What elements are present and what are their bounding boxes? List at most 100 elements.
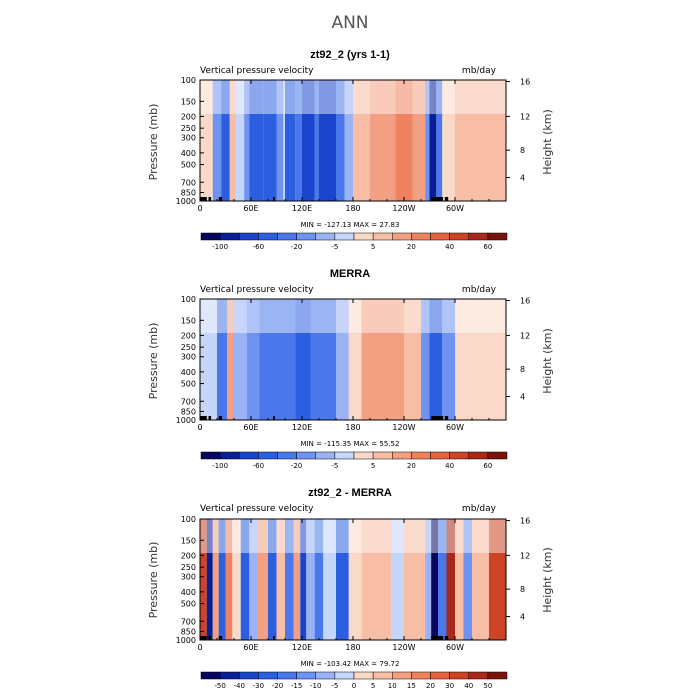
colorbar-swatch bbox=[200, 232, 221, 241]
topography-mask bbox=[208, 636, 212, 640]
colorbar-swatch bbox=[219, 671, 240, 680]
heatmap-cell bbox=[218, 552, 226, 640]
colorbar-tick-label: 20 bbox=[407, 462, 416, 470]
colorbar-tick-label: 5 bbox=[371, 243, 375, 251]
heatmap-cell bbox=[336, 80, 345, 114]
heatmap-cell bbox=[361, 519, 392, 553]
colorbar-swatch bbox=[392, 232, 412, 241]
heatmap-cell bbox=[217, 299, 228, 333]
panel-3-left-label: Vertical pressure velocity bbox=[200, 504, 314, 514]
topography-mask bbox=[444, 636, 449, 640]
heatmap-cell bbox=[249, 519, 258, 553]
heatmap-cell bbox=[285, 332, 296, 420]
heatmap-cell bbox=[438, 519, 447, 553]
heatmap-cell bbox=[314, 113, 319, 201]
colorbar-tick-label: -10 bbox=[310, 682, 321, 690]
y-tick-label: 400 bbox=[181, 368, 196, 377]
heatmap-cell bbox=[438, 552, 447, 640]
heatmap-cell bbox=[442, 80, 455, 114]
colorbar-swatch bbox=[487, 451, 508, 460]
heatmap-cell bbox=[235, 80, 245, 114]
heatmap-cell bbox=[293, 552, 301, 640]
y-tick-label: 100 bbox=[181, 515, 196, 524]
heatmap-cell bbox=[455, 299, 506, 333]
x-tick-label: 120E bbox=[292, 643, 312, 652]
heatmap-cell bbox=[404, 299, 421, 333]
x-tick-label: 120E bbox=[292, 423, 312, 432]
heatmap-cell bbox=[276, 519, 285, 553]
heatmap-cell bbox=[472, 113, 506, 201]
topography-mask bbox=[273, 416, 275, 420]
colorbar-swatch bbox=[392, 451, 412, 460]
colorbar-swatch bbox=[487, 671, 508, 680]
heatmap-cell bbox=[200, 332, 217, 420]
heatmap-cell bbox=[323, 552, 336, 640]
heatmap-cell bbox=[455, 80, 472, 114]
heatmap-cell bbox=[229, 80, 236, 114]
colorbar-swatch bbox=[296, 671, 316, 680]
heatmap-cell bbox=[336, 113, 345, 201]
colorbar-swatch bbox=[372, 232, 393, 241]
x-tick-label: 0 bbox=[197, 204, 202, 213]
topography-mask bbox=[200, 416, 207, 420]
topography-mask bbox=[273, 636, 275, 640]
x-tick-label: 180 bbox=[345, 643, 360, 652]
panel-1-colorbar: -100 -60 -20 -5 5 20 40 60 bbox=[200, 232, 508, 251]
colorbar-swatch bbox=[411, 451, 431, 460]
colorbar-swatch bbox=[430, 232, 450, 241]
y-tick-label: 300 bbox=[181, 353, 196, 362]
topography-mask bbox=[431, 416, 444, 420]
panel-2-ylabel: Pressure (mb) bbox=[147, 323, 160, 400]
heatmap-cell bbox=[200, 80, 213, 114]
heatmap-cell bbox=[425, 519, 432, 553]
heatmap-cell bbox=[306, 552, 315, 640]
colorbar-tick-label: -100 bbox=[212, 462, 228, 470]
x-tick-label: 0 bbox=[197, 423, 202, 432]
heatmap-cell bbox=[361, 552, 392, 640]
topography-mask bbox=[431, 636, 444, 640]
heatmap-cell bbox=[431, 519, 438, 553]
y-tick-label: 1000 bbox=[176, 416, 196, 425]
x-tick-label: 120W bbox=[392, 204, 415, 213]
x-tick-label: 180 bbox=[345, 423, 360, 432]
panel-3-colorbar: -50 -40 -30 -20 -15 -10 -5 0 5 10 15 20 30 40 50 bbox=[200, 671, 508, 690]
heatmap-cell bbox=[218, 519, 226, 553]
colorbar-swatch bbox=[239, 451, 259, 460]
heatmap-cell bbox=[229, 113, 236, 201]
topography-mask bbox=[218, 636, 223, 640]
heatmap-cell bbox=[244, 80, 250, 114]
panel-2-stats: MIN = -115.35 MAX = 55.52 bbox=[301, 440, 400, 448]
heatmap-cell bbox=[314, 552, 324, 640]
heatmap-cell bbox=[425, 552, 432, 640]
heatmap-cell bbox=[295, 113, 302, 201]
heatmap-cell bbox=[200, 113, 213, 201]
colorbar-swatch bbox=[334, 451, 355, 460]
heatmap-cell bbox=[348, 299, 362, 333]
heatmap-cell bbox=[295, 299, 311, 333]
heatmap-cell bbox=[212, 519, 219, 553]
y2-tick-label: 12 bbox=[520, 551, 530, 560]
y-tick-label: 850 bbox=[181, 188, 196, 197]
y-tick-label: 400 bbox=[181, 149, 196, 158]
topography-mask bbox=[218, 416, 223, 420]
colorbar-swatch bbox=[334, 671, 355, 680]
colorbar-swatch bbox=[411, 232, 431, 241]
y-tick-label: 500 bbox=[181, 600, 196, 609]
colorbar-swatch bbox=[430, 451, 450, 460]
y-tick-label: 500 bbox=[181, 380, 196, 389]
heatmap-cell bbox=[200, 299, 217, 333]
y-tick-label: 500 bbox=[181, 161, 196, 170]
colorbar-swatch bbox=[449, 232, 469, 241]
panel-3-right-label: mb/day bbox=[462, 504, 497, 514]
topography-mask bbox=[431, 197, 444, 201]
colorbar-swatch bbox=[219, 451, 240, 460]
heatmap-cell bbox=[353, 113, 370, 201]
heatmap-cell bbox=[446, 519, 455, 553]
topography-mask bbox=[218, 197, 223, 201]
y2-tick-label: 4 bbox=[520, 174, 525, 183]
y-tick-label: 1000 bbox=[176, 636, 196, 645]
heatmap-cell bbox=[404, 552, 426, 640]
heatmap-cell bbox=[472, 519, 489, 553]
